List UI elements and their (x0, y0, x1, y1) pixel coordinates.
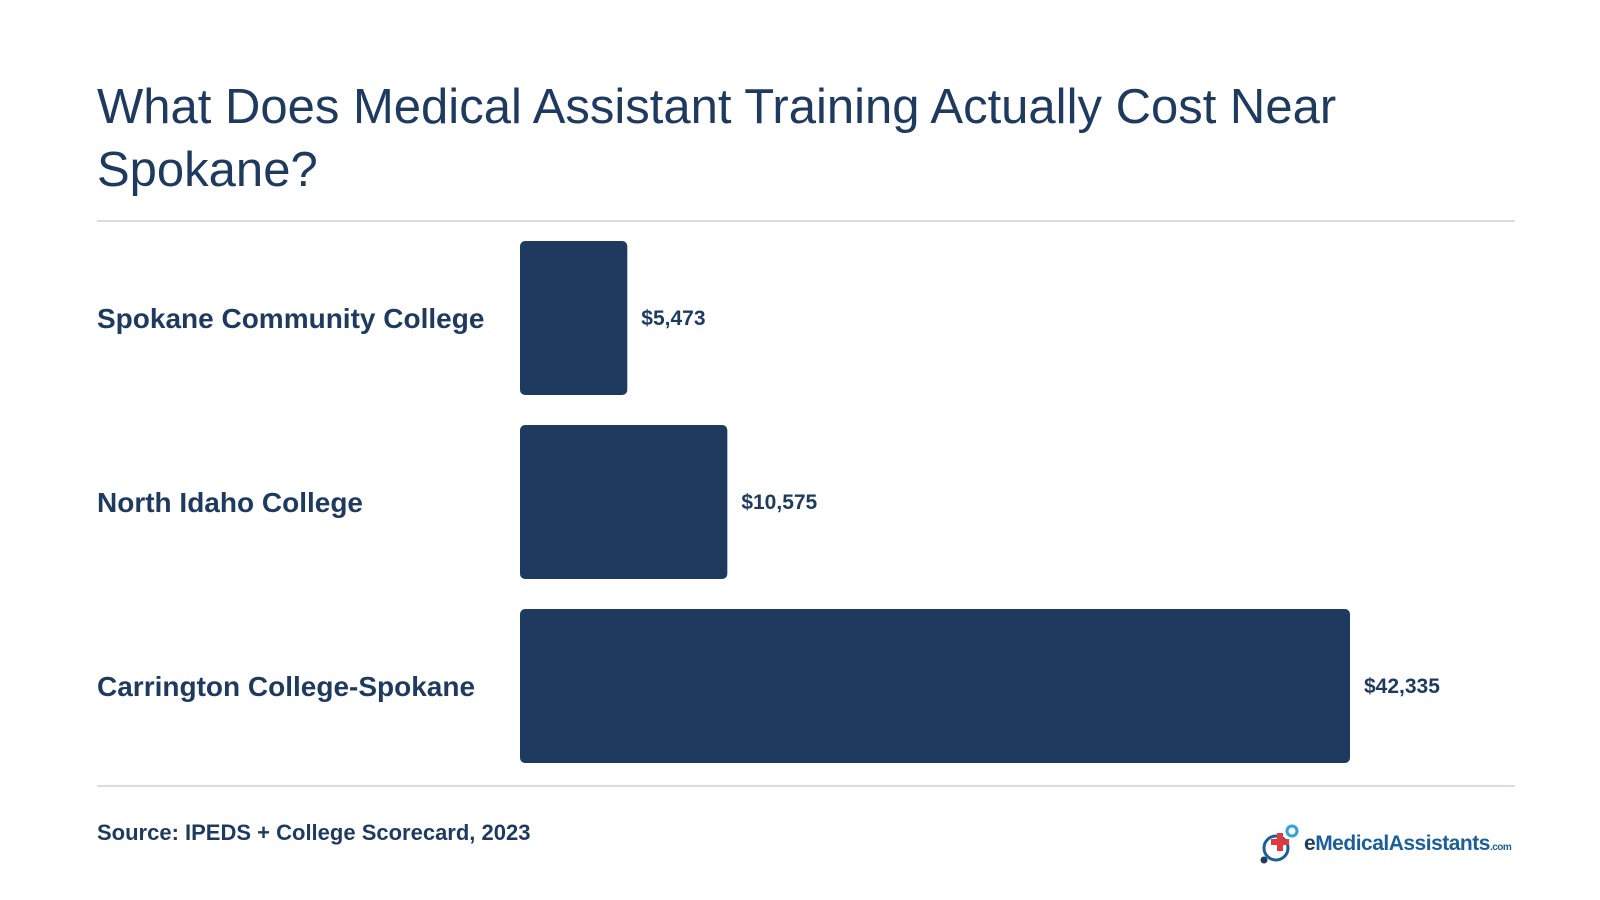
logo-wordmark: eMedicalAssistants.com (1304, 832, 1512, 855)
category-label: Spokane Community College (97, 303, 485, 334)
bar-0 (520, 241, 628, 395)
source-note: Source: IPEDS + College Scorecard, 2023 (97, 820, 531, 845)
brand-logo: eMedicalAssistants.com (1258, 822, 1512, 866)
bar-1 (520, 425, 728, 579)
category-label: Carrington College-Spokane (97, 671, 476, 702)
value-label-1: $10,575 (741, 491, 817, 514)
bar-2 (520, 609, 1350, 763)
bottom-divider (97, 785, 1515, 787)
top-divider (97, 220, 1515, 222)
value-label-2: $42,335 (1364, 675, 1440, 698)
category-label: North Idaho College (97, 487, 363, 518)
value-label-0: $5,473 (641, 307, 705, 330)
chart-title: What Does Medical Assistant Training Act… (97, 80, 1337, 197)
medical-cross-logo-icon (1260, 824, 1299, 864)
